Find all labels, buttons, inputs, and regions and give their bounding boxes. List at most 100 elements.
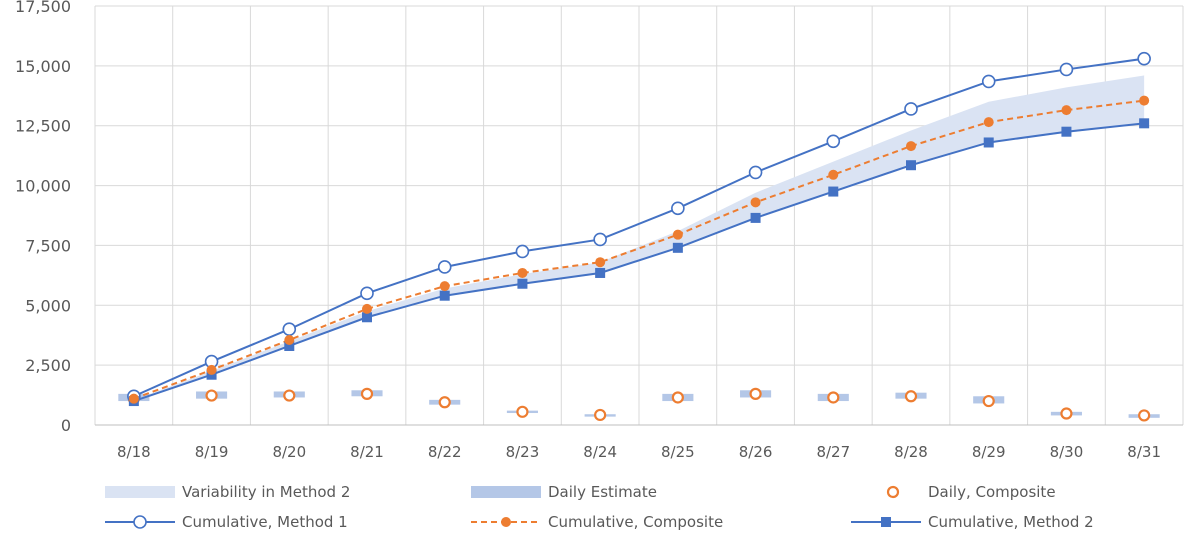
cumulative-method1-marker [748, 165, 763, 180]
legend-swatch [471, 486, 541, 498]
cumulative-method2-line [133, 122, 1145, 403]
daily-composite-marker [749, 387, 762, 400]
x-tick-label: 8/19 [195, 443, 229, 461]
cumulative-method2-marker [672, 242, 683, 253]
cumulative-composite-marker [983, 117, 994, 128]
y-tick-label: 12,500 [15, 117, 71, 136]
cumulative-composite-marker [206, 364, 217, 375]
daily-composite-marker [516, 405, 529, 418]
cumulative-method1-marker [593, 232, 607, 247]
legend: Variability in Method 2 Daily Estimate Dai… [105, 483, 1094, 531]
legend-label: Cumulative, Composite [548, 513, 723, 531]
cumulative-composite-marker [517, 267, 528, 278]
y-tick-label: 2,500 [25, 356, 71, 375]
y-tick-label: 17,500 [15, 0, 71, 16]
cumulative-method2-marker [828, 186, 839, 197]
y-tick-label: 15,000 [15, 57, 71, 76]
cumulative-method2-marker [906, 160, 916, 171]
cumulative-composite-marker [439, 281, 450, 292]
legend-item: Daily Estimate [471, 483, 657, 501]
cumulative-method1-marker [515, 244, 530, 259]
y-tick-label: 0 [61, 416, 71, 435]
daily-composite-marker [1138, 409, 1151, 422]
x-tick-label: 8/24 [583, 443, 617, 461]
legend-item: Cumulative, Method 2 [851, 513, 1094, 531]
cumulative-composite-marker [595, 257, 606, 268]
cumulative-composite-marker [672, 229, 683, 240]
cumulative-method1-marker [1059, 62, 1074, 77]
x-tick-label: 8/25 [661, 443, 695, 461]
legend-swatch-marker [501, 517, 511, 527]
cumulative-method1-marker [671, 201, 685, 216]
cumulative-method1-marker [981, 74, 996, 89]
x-tick-label: 8/26 [739, 443, 773, 461]
legend-label: Daily Estimate [548, 483, 657, 501]
cumulative-composite-marker [1061, 105, 1072, 116]
cumulative-method2-marker [750, 212, 761, 223]
cumulative-method2-marker [1139, 118, 1150, 129]
legend-swatch [105, 486, 175, 498]
legend-label: Cumulative, Method 2 [928, 513, 1094, 531]
variability-band [133, 75, 1145, 402]
legend-label: Cumulative, Method 1 [182, 513, 348, 531]
cumulative-method1-marker [826, 134, 841, 149]
cumulative-method2-marker [1061, 126, 1072, 137]
cumulative-method2-marker [439, 290, 450, 301]
x-tick-label: 8/20 [272, 443, 306, 461]
x-tick-label: 8/21 [350, 443, 384, 461]
cumulative-method1-marker [904, 102, 918, 116]
x-tick-label: 8/22 [428, 443, 462, 461]
x-axis: 8/18 8/19 8/20 8/21 8/22 8/23 8/24 8/25 8/26 8/27… [117, 443, 1161, 461]
daily-composite-marker [438, 396, 451, 409]
daily-composite-marker [904, 390, 918, 403]
cumulative-composite-marker [128, 393, 139, 404]
y-tick-label: 5,000 [25, 296, 71, 315]
x-tick-label: 8/27 [816, 443, 850, 461]
daily-composite-marker [360, 387, 374, 400]
daily-composite-marker [594, 408, 607, 422]
cumulative-method1-marker [282, 322, 297, 337]
cumulative-method2-marker [595, 267, 606, 278]
legend-item: Daily, Composite [886, 483, 1056, 501]
daily-composite-marker [205, 389, 218, 402]
legend-swatch [886, 485, 900, 499]
cumulative-composite-marker [362, 303, 372, 314]
y-tick-label: 10,000 [15, 177, 71, 196]
daily-composite-marker [671, 391, 684, 404]
cumulative-method2-marker [362, 312, 372, 323]
daily-composite-marker [1060, 407, 1073, 420]
daily-composite-marker [982, 394, 995, 408]
legend-label: Daily, Composite [928, 483, 1056, 501]
cumulative-composite-marker [284, 335, 295, 346]
legend-label: Variability in Method 2 [182, 483, 350, 501]
cumulative-method1-marker [1137, 51, 1151, 66]
cumulative-method2-marker [517, 278, 528, 289]
cumulative-method2-marker [983, 137, 994, 148]
legend-item: Cumulative, Composite [471, 513, 723, 531]
markers-layer [127, 51, 1151, 422]
y-axis: 0 2,500 5,000 7,500 10,000 12,500 15,000 17,500 [15, 0, 71, 435]
gridlines [94, 5, 1184, 426]
daily-composite-marker [827, 391, 840, 404]
cumulative-composite-line [133, 99, 1145, 400]
daily-composite-marker [283, 389, 296, 402]
x-tick-label: 8/18 [117, 443, 151, 461]
cumulative-composite-marker [906, 141, 916, 152]
x-tick-label: 8/23 [506, 443, 540, 461]
y-tick-label: 7,500 [25, 236, 71, 255]
cumulative-composite-marker [750, 197, 761, 208]
x-tick-label: 8/31 [1127, 443, 1161, 461]
cumulative-composite-marker [828, 169, 839, 180]
x-tick-label: 8/29 [972, 443, 1006, 461]
variability-band-layer [133, 75, 1145, 402]
legend-item: Variability in Method 2 [105, 483, 350, 501]
legend-item: Cumulative, Method 1 [105, 513, 348, 531]
legend-swatch-marker [881, 517, 891, 527]
cumulative-method1-marker [360, 286, 374, 301]
x-tick-label: 8/28 [894, 443, 928, 461]
legend-swatch-marker [133, 515, 147, 529]
cumulative-method1-line [133, 57, 1145, 398]
x-tick-label: 8/30 [1050, 443, 1084, 461]
cumulative-method1-marker [437, 260, 452, 274]
